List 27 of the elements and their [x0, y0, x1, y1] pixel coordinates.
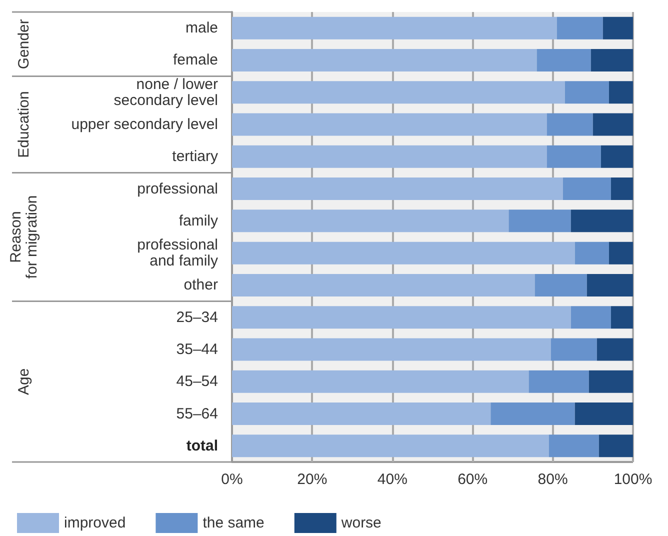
- y-tick-label: other: [184, 276, 218, 294]
- y-tick-label: 25–34: [176, 308, 218, 326]
- y-tick-label: professional and family: [137, 236, 218, 270]
- y-tick-label: family: [178, 212, 218, 230]
- x-tick-label: 20%: [297, 471, 328, 488]
- x-tick-label: 40%: [377, 471, 408, 488]
- text: Gender: [16, 19, 32, 70]
- y-tick-label: 45–54: [176, 373, 218, 390]
- y-tick-label: upper secondary level: [71, 116, 218, 133]
- x-tick-label: 0%: [221, 471, 243, 488]
- y-tick-label: 55–64: [176, 405, 218, 422]
- legend-label: improved: [64, 514, 126, 532]
- x-tick-label: 100%: [614, 471, 652, 488]
- text: Reason for migration: [8, 195, 40, 279]
- legend-label: the same: [202, 514, 264, 532]
- y-tick-label: 35–44: [176, 341, 218, 358]
- y-tick-label: professional: [137, 180, 218, 198]
- y-tick-label: none / lower secondary level: [114, 76, 218, 109]
- x-tick-label: 80%: [538, 471, 568, 488]
- legend-label: worse: [340, 514, 382, 532]
- y-tick-label: male: [185, 20, 218, 37]
- y-tick-label: total: [186, 437, 218, 454]
- text: Age: [16, 368, 32, 395]
- x-tick-label: 60%: [458, 471, 488, 488]
- y-tick-label: tertiary: [172, 148, 218, 166]
- text: Education: [16, 91, 32, 158]
- y-tick-label: female: [172, 52, 218, 69]
